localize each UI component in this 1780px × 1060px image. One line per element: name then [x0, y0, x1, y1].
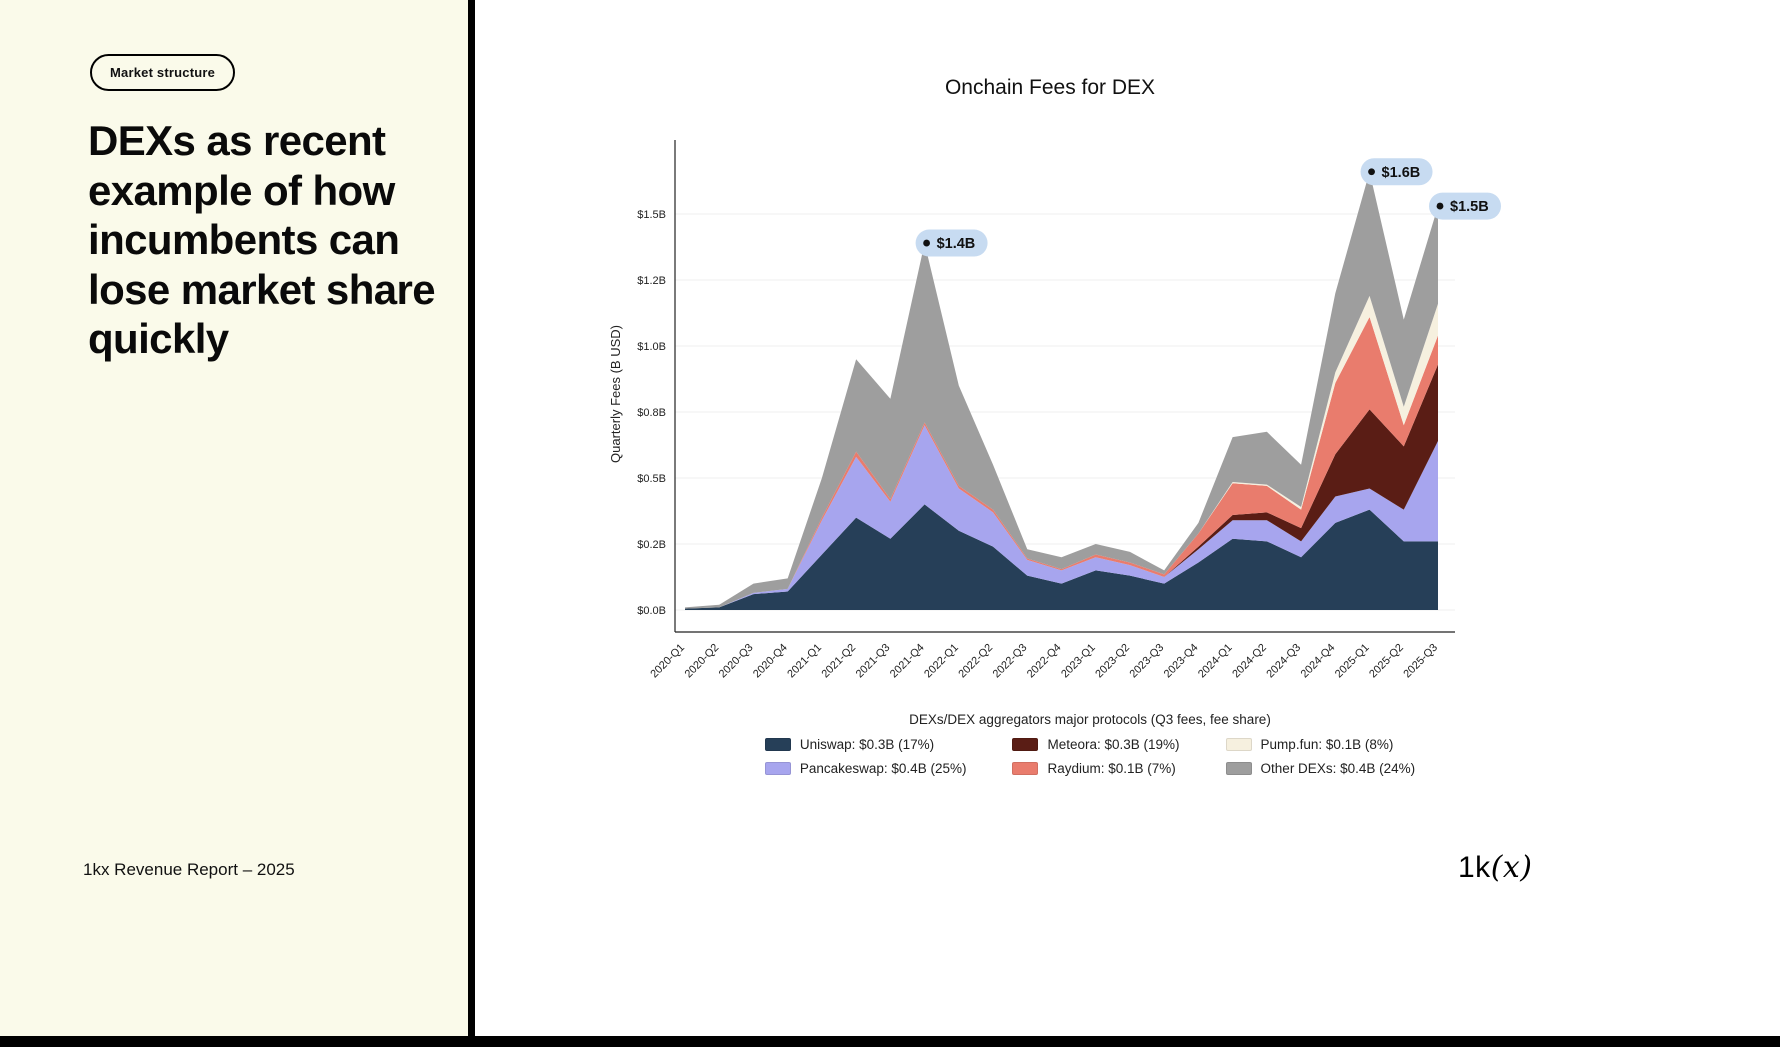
area-pancakeswap [685, 425, 1438, 609]
svg-text:2020-Q1: 2020-Q1 [648, 642, 687, 681]
legend-item-pancakeswap: Pancakeswap: $0.4B (25%) [764, 761, 967, 776]
legend-title: DEXs/DEX aggregators major protocols (Q3… [909, 712, 1271, 727]
annotation--1-6b: $1.6B [1360, 158, 1433, 186]
legend-swatch-pump-fun [1225, 738, 1252, 751]
legend-swatch-uniswap [764, 738, 791, 751]
legend-label-raydium: Raydium: $0.1B (7%) [1047, 761, 1176, 776]
svg-text:$1.0B: $1.0B [637, 341, 666, 353]
svg-text:2023-Q1: 2023-Q1 [1059, 642, 1098, 681]
svg-text:$1.5B: $1.5B [637, 209, 666, 221]
logo-suffix: (x) [1490, 850, 1533, 885]
onchain-fees-area-chart: $0.0B $0.2B $0.5B $0.8B $1.0B $1.2B $1.5B 2020-… [608, 140, 1501, 681]
section-tag: Market structure [90, 54, 236, 91]
svg-text:2022-Q3: 2022-Q3 [991, 642, 1030, 681]
svg-text:2024-Q1: 2024-Q1 [1196, 642, 1235, 681]
svg-text:2023-Q3: 2023-Q3 [1128, 642, 1167, 681]
legend-label-uniswap: Uniswap: $0.3B (17%) [799, 737, 935, 752]
axes [674, 140, 1455, 633]
legend-label-meteora: Meteora: $0.3B (19%) [1047, 737, 1180, 752]
report-footer: 1kx Revenue Report – 2025 [83, 860, 295, 879]
area-uniswap [685, 504, 1438, 610]
area-pump-fun [685, 295, 1438, 609]
svg-text:2023-Q2: 2023-Q2 [1093, 642, 1132, 681]
svg-text:2024-Q2: 2024-Q2 [1230, 642, 1269, 681]
legend-item-meteora: Meteora: $0.3B (19%) [1012, 737, 1180, 752]
svg-text:$1.6B: $1.6B [1382, 165, 1421, 181]
legend-label-other-dexs: Other DEXs: $0.4B (24%) [1260, 761, 1416, 776]
y-axis-label: Quarterly Fees (B USD) [608, 325, 623, 463]
x-tick-labels: 2020-Q12020-Q22020-Q32020-Q42021-Q12021-… [648, 642, 1440, 681]
svg-text:2022-Q1: 2022-Q1 [922, 642, 961, 681]
chart-legend: DEXs/DEX aggregators major protocols (Q3… [690, 712, 1490, 776]
svg-text:$0.8B: $0.8B [637, 407, 666, 419]
legend-item-pump-fun: Pump.fun: $0.1B (8%) [1225, 737, 1416, 752]
legend-grid: Uniswap: $0.3B (17%) Meteora: $0.3B (19%)… [690, 737, 1490, 776]
y-tick-labels: $0.0B $0.2B $0.5B $0.8B $1.0B $1.2B $1.5B [637, 209, 666, 617]
1kx-logo: 1k(x) [1458, 850, 1533, 885]
svg-text:2021-Q1: 2021-Q1 [785, 642, 824, 681]
legend-swatch-other-dexs [1225, 762, 1252, 775]
svg-text:2024-Q4: 2024-Q4 [1299, 642, 1338, 681]
svg-text:$0.0B: $0.0B [637, 605, 666, 617]
annotation-marker-dot [1436, 202, 1444, 210]
legend-swatch-meteora [1012, 738, 1039, 751]
logo-prefix: 1k [1458, 851, 1491, 884]
svg-text:2025-Q2: 2025-Q2 [1367, 642, 1406, 681]
slide-headline: DEXs as recent example of how incumbents… [88, 117, 436, 363]
bottom-rule [0, 1036, 1780, 1047]
svg-text:2022-Q4: 2022-Q4 [1025, 642, 1064, 681]
svg-text:2022-Q2: 2022-Q2 [956, 642, 995, 681]
legend-label-pump-fun: Pump.fun: $0.1B (8%) [1260, 737, 1394, 752]
legend-swatch-raydium [1012, 762, 1039, 775]
svg-text:2024-Q3: 2024-Q3 [1264, 642, 1303, 681]
svg-text:2025-Q3: 2025-Q3 [1401, 642, 1440, 681]
annotation--1-4b: $1.4B [915, 229, 988, 257]
svg-text:2021-Q2: 2021-Q2 [819, 642, 858, 681]
legend-item-uniswap: Uniswap: $0.3B (17%) [764, 737, 967, 752]
annotation--1-5b: $1.5B [1429, 192, 1501, 220]
annotation-marker-dot [1368, 168, 1375, 176]
svg-text:$1.4B: $1.4B [937, 236, 976, 252]
area-raydium [685, 316, 1438, 609]
svg-text:$0.5B: $0.5B [637, 473, 666, 485]
svg-text:2020-Q4: 2020-Q4 [751, 642, 790, 681]
legend-label-pancakeswap: Pancakeswap: $0.4B (25%) [799, 761, 967, 776]
svg-text:2020-Q3: 2020-Q3 [717, 642, 756, 681]
svg-text:$0.2B: $0.2B [637, 539, 666, 551]
legend-swatch-pancakeswap [764, 762, 791, 775]
area-other-dexs [685, 171, 1438, 609]
vertical-divider [468, 0, 475, 1036]
svg-text:2025-Q1: 2025-Q1 [1333, 642, 1372, 681]
chart-title: Onchain Fees for DEX [944, 76, 1156, 99]
svg-text:$1.2B: $1.2B [637, 275, 666, 287]
legend-item-other-dexs: Other DEXs: $0.4B (24%) [1225, 761, 1416, 776]
svg-text:2021-Q3: 2021-Q3 [854, 642, 893, 681]
left-panel [0, 0, 468, 1036]
svg-text:2020-Q2: 2020-Q2 [683, 642, 722, 681]
svg-text:$1.5B: $1.5B [1450, 199, 1489, 215]
legend-item-raydium: Raydium: $0.1B (7%) [1012, 761, 1179, 776]
annotation-marker-dot [923, 239, 930, 247]
svg-text:2023-Q4: 2023-Q4 [1162, 642, 1201, 681]
svg-text:2021-Q4: 2021-Q4 [888, 642, 927, 681]
